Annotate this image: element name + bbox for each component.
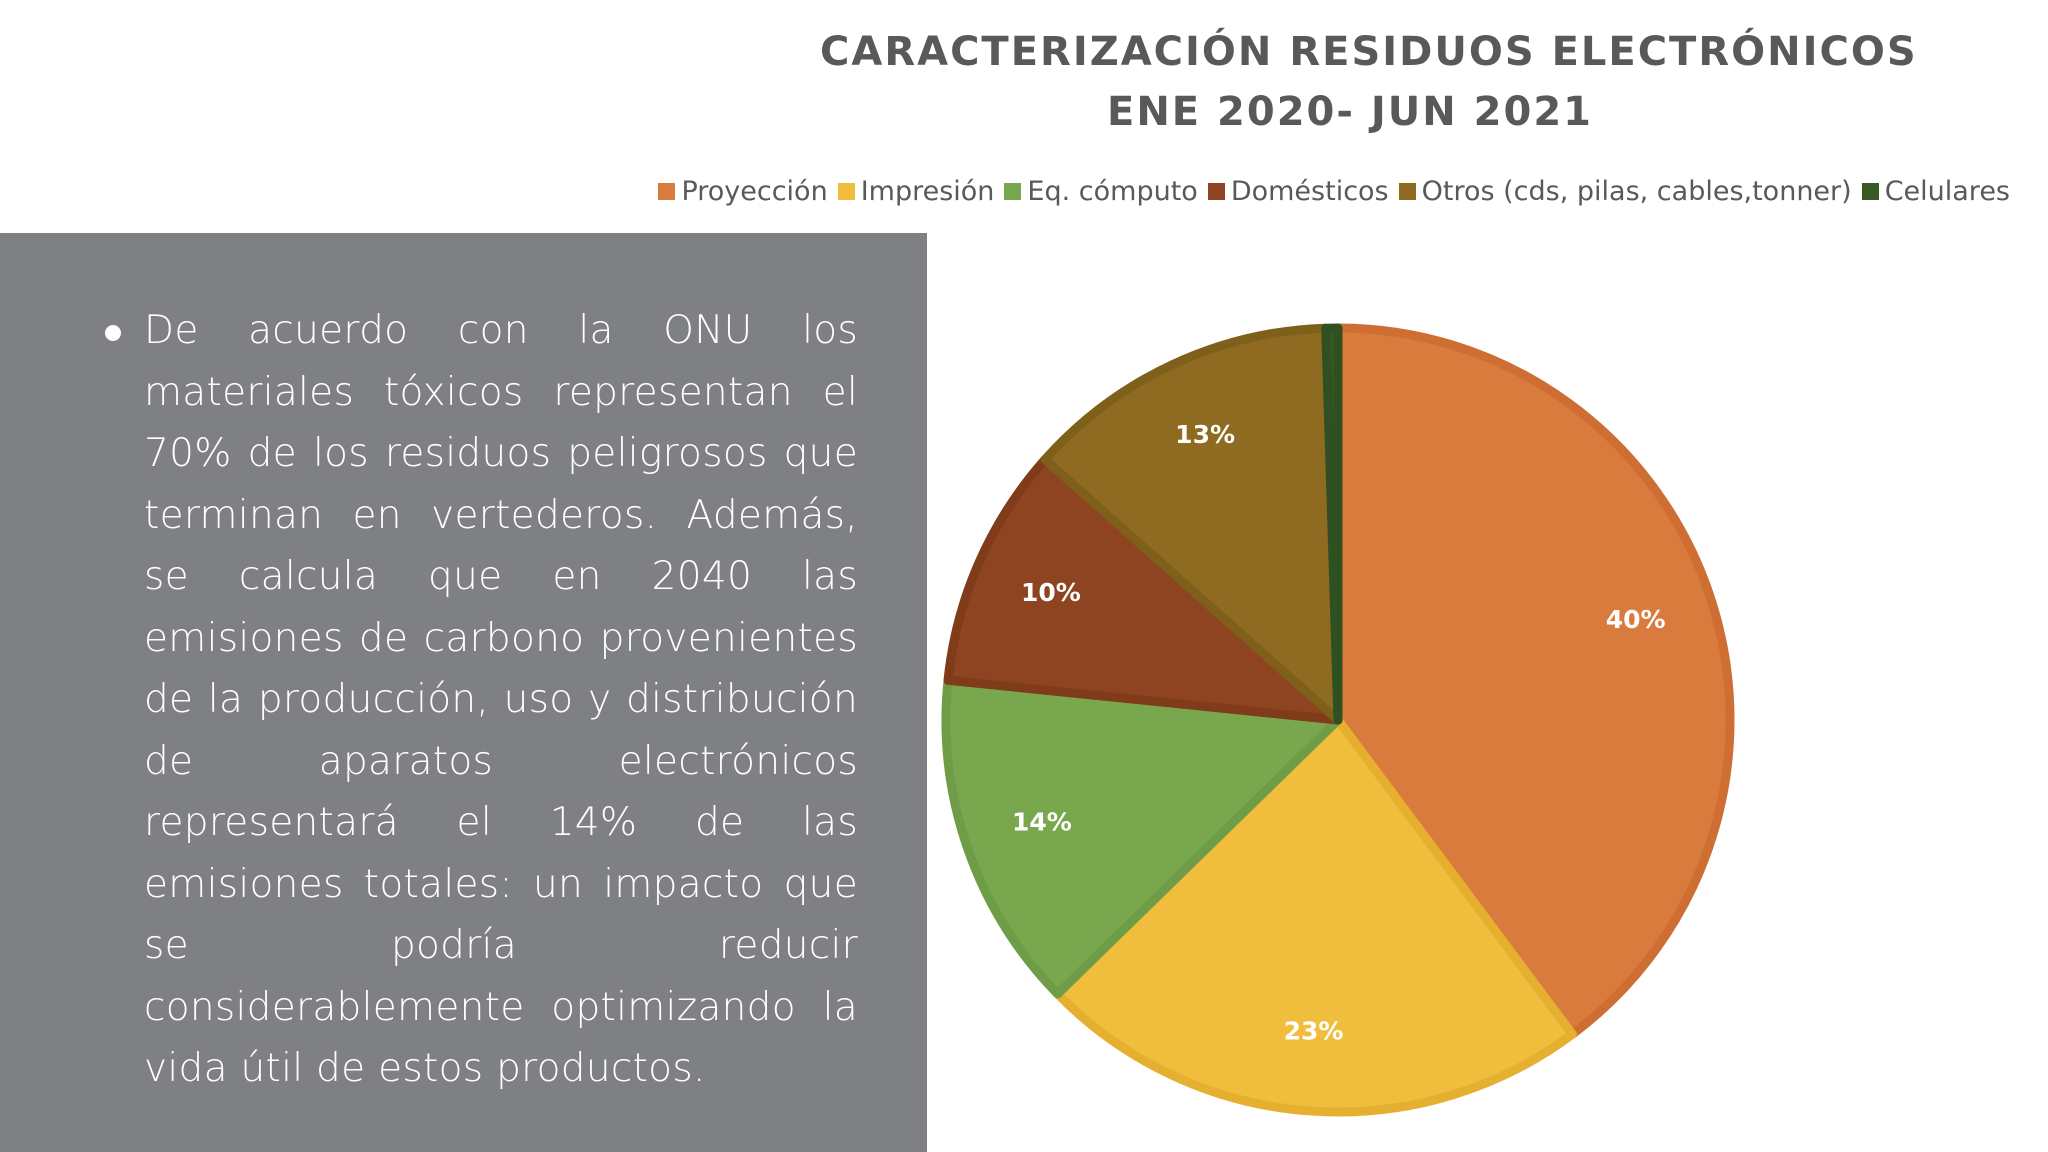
legend-label-domesticos: Domésticos [1230, 176, 1389, 207]
legend-swatch-celulares [1861, 183, 1879, 200]
legend-swatch-impresion [837, 183, 855, 200]
pie-label-eq-computo: 14% [1012, 807, 1072, 836]
legend-item-eq-computo: Eq. cómputo [1004, 176, 1198, 207]
legend-label-otros: Otros (cds, pilas, cables,tonner) [1421, 176, 1852, 207]
pie-slice-eq-computo [941, 675, 1343, 999]
chart-title-line-1: CARACTERIZACIÓN RESIDUOS ELECTRÓNICOS [820, 29, 1918, 75]
legend-label-celulares: Celulares [1884, 176, 2010, 207]
chart-title-line-2: ENE 2020- JUN 2021 [1107, 89, 1593, 135]
pie-label-proyeccion: 40% [1606, 605, 1666, 634]
text-panel [0, 233, 927, 1152]
legend-swatch-proyeccion [658, 183, 676, 200]
pie-label-domesticos: 10% [1021, 578, 1081, 607]
legend-swatch-eq-computo [1004, 183, 1022, 200]
pie-slice-domesticos [943, 455, 1343, 725]
pie-label-otros: 13% [1175, 420, 1235, 449]
legend-label-eq-computo: Eq. cómputo [1027, 176, 1198, 207]
legend-label-proyeccion: Proyección [681, 176, 828, 207]
legend-item-otros: Otros (cds, pilas, cables,tonner) [1398, 176, 1852, 207]
legend-item-domesticos: Domésticos [1207, 176, 1389, 207]
legend-swatch-otros [1398, 183, 1416, 200]
legend-label-impresion: Impresión [860, 176, 995, 207]
legend-item-celulares: Celulares [1861, 176, 2010, 207]
pie-slice-proyeccion [1333, 323, 1735, 1039]
legend-item-proyeccion: Proyección [658, 176, 828, 207]
chart-legend: Proyección Impresión Eq. cómputo Domésti… [658, 176, 2010, 207]
pie-slice-otros [1040, 323, 1343, 725]
pie-label-impresion: 23% [1284, 1017, 1344, 1046]
pie-slice-celulares [1321, 323, 1343, 725]
bullet-point [105, 325, 121, 341]
legend-item-impresion: Impresión [837, 176, 995, 207]
body-paragraph: De acuerdo con la ONU los materiales tóx… [144, 308, 858, 1091]
pie-slice-impresion [1053, 715, 1577, 1117]
legend-swatch-domesticos [1207, 183, 1225, 200]
chart-title: CARACTERIZACIÓN RESIDUOS ELECTRÓNICOS EN… [820, 22, 1918, 142]
